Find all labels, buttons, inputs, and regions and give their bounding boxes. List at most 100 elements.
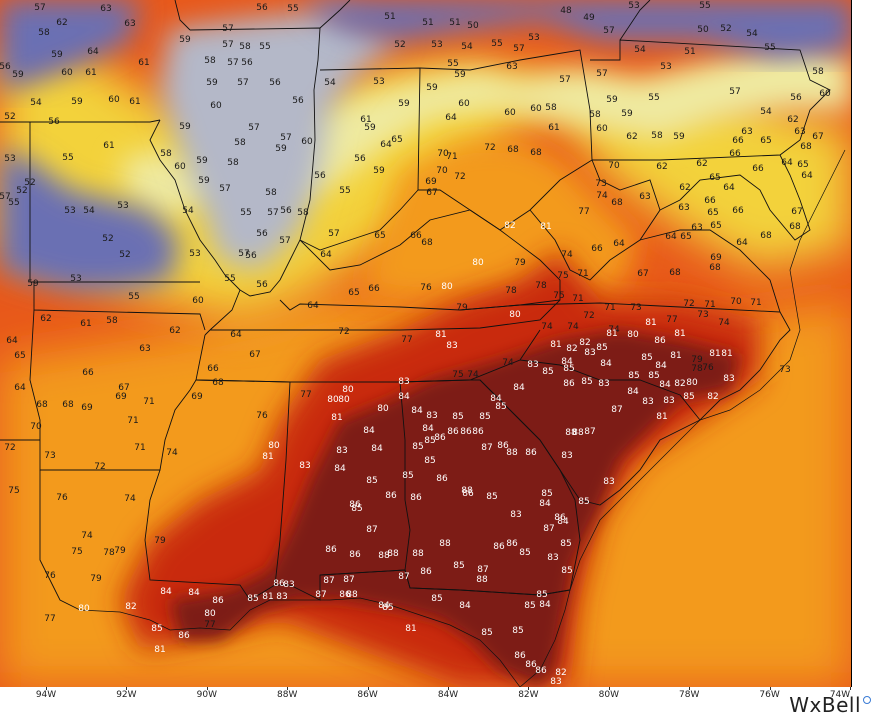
- temperature-value: 84: [459, 601, 471, 611]
- temperature-value: 83: [527, 360, 538, 370]
- temperature-field: [0, 0, 852, 687]
- temperature-value: 81: [606, 329, 617, 339]
- temperature-value: 52: [24, 178, 35, 188]
- temperature-value: 86: [434, 433, 446, 443]
- temperature-value: 58: [297, 208, 309, 218]
- temperature-value: 84: [334, 464, 346, 474]
- temperature-value: 64: [781, 158, 793, 168]
- temperature-value: 72: [94, 462, 105, 472]
- temperature-value: 79: [114, 546, 126, 556]
- temperature-value: 59: [206, 78, 218, 88]
- temperature-value: 58: [265, 188, 277, 198]
- temperature-value: 80: [686, 378, 698, 388]
- temperature-value: 77: [204, 620, 215, 630]
- temperature-value: 65: [348, 288, 359, 298]
- temperature-value: 85: [431, 594, 442, 604]
- temperature-value: 64: [230, 330, 242, 340]
- temperature-value: 59: [673, 132, 685, 142]
- temperature-value: 84: [655, 361, 667, 371]
- longitude-tick: [608, 687, 610, 690]
- temperature-value: 85: [151, 624, 162, 634]
- temperature-value: 86: [535, 666, 547, 676]
- temperature-value: 69: [115, 392, 127, 402]
- temperature-value: 84: [600, 359, 612, 369]
- temperature-value: 86: [212, 596, 224, 606]
- temperature-value: 57: [0, 192, 11, 202]
- temperature-value: 77: [300, 390, 311, 400]
- temperature-value: 71: [750, 298, 761, 308]
- temperature-value: 62: [656, 162, 667, 172]
- temperature-value: 76: [44, 571, 56, 581]
- temperature-value: 86: [436, 474, 448, 484]
- temperature-value: 64: [87, 47, 99, 57]
- temperature-value: 76: [420, 283, 432, 293]
- temperature-value: 58: [234, 138, 246, 148]
- temperature-value: 78: [535, 281, 547, 291]
- temperature-value: 68: [760, 231, 772, 241]
- temperature-value: 65: [760, 136, 771, 146]
- temperature-value: 52: [102, 234, 113, 244]
- temperature-value: 53: [117, 201, 128, 211]
- temperature-value: 83: [603, 477, 614, 487]
- temperature-value: 88: [378, 551, 390, 561]
- temperature-value: 59: [454, 70, 466, 80]
- temperature-value: 57: [279, 236, 290, 246]
- temperature-value: 57: [34, 3, 45, 13]
- temperature-value: 61: [138, 58, 149, 68]
- temperature-value: 86: [514, 651, 526, 661]
- temperature-value: 80: [268, 441, 280, 451]
- temperature-value: 68: [611, 198, 623, 208]
- temperature-value: 60: [504, 108, 516, 118]
- temperature-value: 69: [710, 253, 722, 263]
- temperature-value: 56: [256, 229, 268, 239]
- temperature-value: 76: [56, 493, 68, 503]
- temperature-value: 74: [124, 494, 136, 504]
- temperature-value: 66: [410, 231, 422, 241]
- temperature-value: 77: [44, 614, 55, 624]
- temperature-value: 61: [360, 115, 371, 125]
- temperature-value: 84: [561, 357, 573, 367]
- temperature-value: 81: [435, 330, 446, 340]
- temperature-value: 76: [702, 363, 714, 373]
- temperature-value: 65: [680, 232, 691, 242]
- temperature-value: 71: [704, 300, 715, 310]
- temperature-value: 64: [320, 250, 332, 260]
- temperature-value: 52: [4, 112, 15, 122]
- temperature-value: 85: [578, 497, 589, 507]
- temperature-value: 88: [412, 549, 424, 559]
- temperature-value: 84: [422, 424, 434, 434]
- temperature-value: 88: [506, 448, 518, 458]
- longitude-tick: [206, 687, 208, 690]
- temperature-value: 86: [325, 545, 337, 555]
- temperature-value: 85: [541, 489, 552, 499]
- temperature-value: 62: [169, 326, 180, 336]
- temperature-value: 86: [525, 660, 537, 670]
- temperature-value: 69: [191, 392, 203, 402]
- temperature-value: 74: [467, 370, 479, 380]
- temperature-value: 61: [80, 319, 91, 329]
- temperature-value: 71: [572, 294, 583, 304]
- temperature-value: 81: [262, 452, 273, 462]
- temperature-value: 72: [454, 172, 465, 182]
- brand-mark-icon: [863, 696, 871, 704]
- temperature-value: 79: [90, 574, 102, 584]
- temperature-value: 85: [424, 456, 435, 466]
- temperature-value: 85: [453, 561, 464, 571]
- temperature-value: 85: [247, 594, 258, 604]
- longitude-tick: [46, 687, 47, 690]
- temperature-value: 59: [179, 122, 191, 132]
- temperature-value: 57: [222, 40, 233, 50]
- longitude-label: 88W: [277, 690, 298, 700]
- temperature-value: 52: [394, 40, 405, 50]
- temperature-value: 54: [461, 42, 473, 52]
- temperature-value: 81: [645, 318, 656, 328]
- temperature-value: 87: [611, 405, 622, 415]
- temperature-value: 84: [539, 600, 551, 610]
- temperature-value: 65: [710, 221, 721, 231]
- temperature-value: 56: [269, 78, 281, 88]
- temperature-value: 54: [634, 45, 646, 55]
- temperature-value: 71: [604, 303, 615, 313]
- temperature-value: 83: [723, 374, 734, 384]
- temperature-value: 82: [555, 668, 566, 678]
